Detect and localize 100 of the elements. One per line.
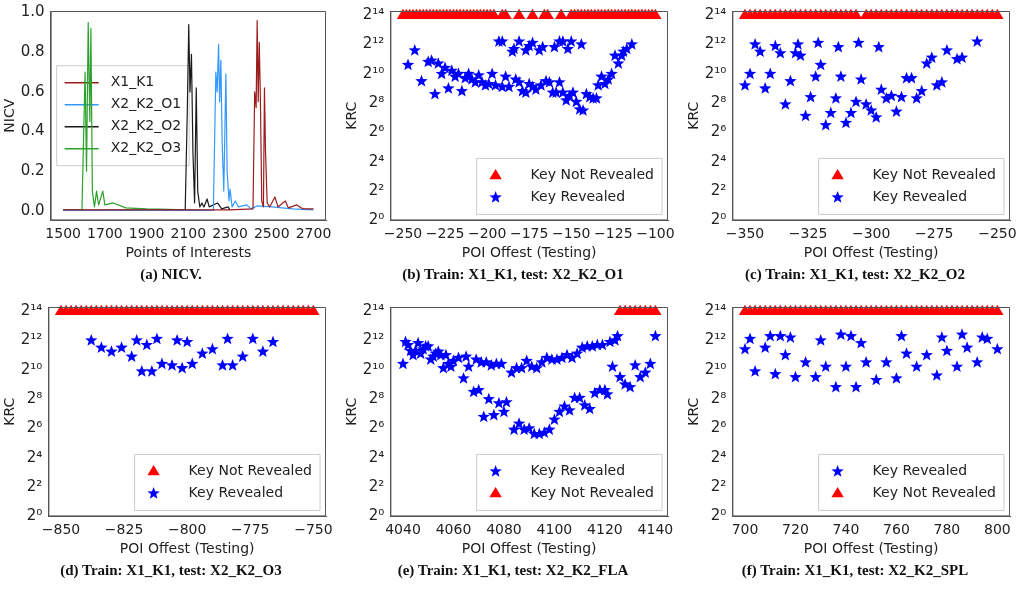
point	[236, 350, 249, 363]
x-tick-label: −125	[594, 225, 633, 242]
point	[895, 90, 908, 103]
point	[955, 328, 969, 340]
legend-label: Key Not Revealed	[872, 166, 996, 183]
point	[145, 364, 159, 377]
point	[910, 91, 923, 104]
x-tick-label: 4100	[536, 521, 573, 538]
x-tick-label: −150	[552, 225, 591, 242]
x-tick-label: −175	[509, 225, 549, 242]
text: (f) Train: X1_K1, test: X2_K2_SPL	[740, 562, 970, 579]
y-tick-label: 2¹⁰	[362, 359, 385, 378]
point	[834, 328, 848, 340]
x-tick-label: 780	[933, 521, 961, 538]
x-tick-label: 2100	[170, 225, 207, 242]
x-axis-title: Points of Interests	[125, 244, 252, 261]
point	[940, 43, 954, 56]
x-tick-label: 1700	[87, 225, 123, 242]
y-tick-label: 2⁶	[710, 122, 727, 141]
x-tick-label: −300	[851, 225, 891, 242]
point	[266, 335, 280, 348]
y-tick-label: 2⁸	[26, 389, 43, 408]
point	[854, 73, 868, 85]
point	[738, 342, 752, 355]
point	[226, 358, 239, 371]
point	[885, 89, 898, 102]
point	[849, 95, 863, 108]
legend-label: Key Revealed	[530, 462, 626, 479]
y-axis-title: KRC	[343, 397, 360, 426]
x-tick-label: −850	[41, 521, 81, 538]
y-axis-title: KRC	[1, 397, 18, 426]
point	[839, 116, 853, 129]
text: (e) Train: X1_K1, test: X2_K2_FLA	[396, 562, 630, 579]
point	[784, 331, 797, 343]
point	[115, 341, 128, 354]
point	[779, 348, 792, 361]
point	[804, 90, 817, 103]
y-tick-label: 0.0	[20, 200, 45, 219]
point	[829, 380, 843, 393]
point	[769, 367, 782, 380]
point	[206, 342, 219, 355]
point	[834, 70, 848, 83]
y-tick-label: 0.4	[20, 121, 45, 140]
x-tick-label: 700	[731, 521, 759, 538]
y-tick-label: 2¹²	[362, 330, 385, 349]
point	[844, 106, 858, 119]
point	[872, 40, 885, 53]
x-tick-label: −350	[725, 225, 765, 242]
legend-label: Key Revealed	[188, 484, 284, 501]
x-tick-label: −750	[294, 521, 333, 538]
x-tick-label: −275	[915, 225, 954, 242]
x-tick-label: −100	[636, 225, 675, 242]
y-tick-label: 2⁶	[710, 418, 727, 437]
y-tick-label: 2¹⁴	[362, 5, 385, 24]
point	[85, 334, 98, 346]
point	[819, 118, 832, 131]
point	[759, 82, 772, 94]
point	[880, 355, 893, 368]
point	[759, 341, 772, 354]
x-tick-label: 720	[782, 521, 809, 538]
x-tick-label: 4040	[385, 521, 421, 538]
point	[971, 355, 984, 368]
x-tick-label: 2300	[212, 225, 248, 242]
x-tick-label: 2500	[253, 225, 290, 242]
point	[971, 35, 984, 47]
point	[175, 361, 189, 374]
y-tick-label: 2¹⁰	[20, 359, 43, 378]
x-tick-label: 2700	[295, 225, 332, 242]
point	[789, 370, 802, 383]
y-tick-label: 2⁶	[368, 122, 385, 141]
point	[859, 98, 873, 110]
y-tick-label: 2⁶	[368, 418, 385, 437]
x-axis-title: POI Offest (Testing)	[461, 540, 597, 557]
point	[940, 344, 954, 357]
y-tick-label: 2¹⁴	[362, 301, 385, 320]
x-axis-title: POI Offest (Testing)	[803, 540, 939, 557]
y-tick-label: 2²	[710, 476, 727, 495]
point	[832, 40, 845, 53]
y-tick-label: 2⁰	[710, 210, 727, 229]
y-tick-label: 0.6	[20, 81, 45, 100]
y-tick-label: 2¹⁴	[704, 5, 727, 24]
y-tick-label: 2⁴	[368, 151, 385, 170]
point	[221, 332, 234, 345]
point	[748, 38, 762, 50]
y-tick-label: 2⁰	[368, 210, 385, 229]
point	[743, 67, 757, 80]
point	[155, 357, 169, 370]
point	[170, 334, 184, 346]
legend-label: Key Revealed	[872, 188, 968, 205]
text: (d) Train: X1_K1, test: X2_K2_O3	[59, 562, 283, 579]
point	[920, 57, 933, 69]
point	[196, 347, 209, 359]
y-tick-label: 2¹⁰	[362, 63, 385, 82]
y-tick-label: 2¹⁰	[704, 359, 727, 378]
point	[799, 109, 812, 122]
text: (b) Train: X1_K1, test: X2_K2_O1	[401, 266, 625, 283]
y-tick-label: 2¹²	[704, 34, 727, 53]
point	[852, 36, 865, 49]
y-axis-title: KRC	[343, 101, 360, 130]
legend-label: Key Not Revealed	[530, 166, 654, 183]
